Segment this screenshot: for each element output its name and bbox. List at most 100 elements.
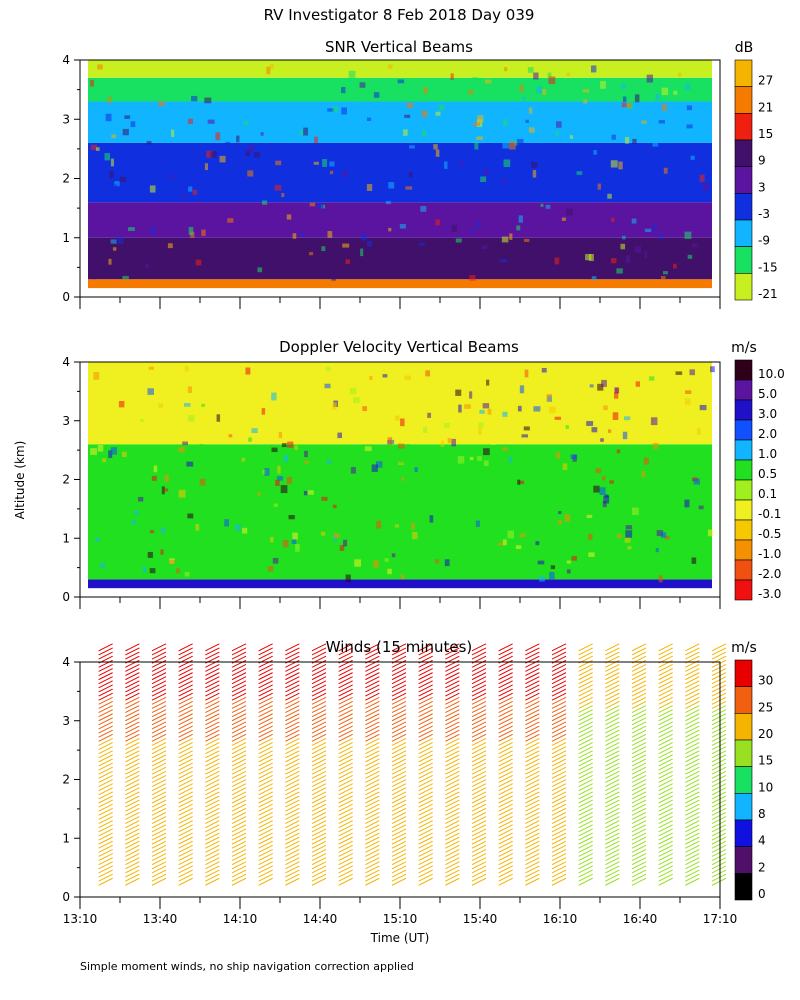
doppler-speckle — [422, 426, 428, 434]
doppler-speckle — [186, 461, 194, 467]
snr-speckle — [502, 141, 509, 149]
wind-barb — [711, 836, 727, 845]
wind-barb — [445, 877, 460, 886]
doppler-speckle — [228, 434, 233, 438]
wind-barb — [151, 828, 167, 837]
snr-speckle — [509, 233, 513, 240]
wind-barb — [498, 647, 513, 656]
wind-barb — [285, 836, 300, 845]
wind-barb — [525, 828, 540, 837]
wind-barb — [525, 803, 540, 812]
wind-barb — [365, 820, 380, 829]
wind-barb — [205, 737, 220, 746]
wind-barb — [391, 746, 407, 755]
wind-barb — [98, 787, 113, 796]
wind-barb — [578, 799, 593, 808]
wind-barb — [631, 668, 647, 676]
wind-barb — [98, 820, 113, 829]
snr-speckle — [167, 243, 173, 249]
wind-barb — [178, 849, 193, 857]
wind-barb — [125, 803, 140, 812]
wind-barb — [391, 791, 407, 800]
doppler-speckle — [434, 559, 440, 564]
wind-barb — [365, 680, 380, 689]
wind-barb — [525, 688, 540, 697]
wind-barb — [551, 795, 567, 804]
snr-speckle — [484, 79, 492, 84]
wind-barb — [258, 803, 273, 812]
snr-speckle — [522, 96, 526, 101]
wind-barb — [445, 725, 460, 734]
wind-barb — [311, 787, 327, 796]
snr-speckle — [477, 115, 484, 123]
wind-barb — [551, 754, 567, 763]
wind-barb — [178, 812, 193, 820]
wind-barb — [258, 877, 273, 886]
wind-barb — [685, 709, 700, 718]
wind-barb — [605, 729, 620, 738]
wind-barb — [178, 729, 193, 738]
wind-barb — [151, 795, 167, 804]
wind-barb — [178, 861, 193, 870]
wind-barb — [685, 877, 700, 886]
snr-speckle — [260, 132, 264, 136]
doppler-speckle — [685, 390, 692, 394]
wind-barb — [125, 672, 140, 681]
wind-barb — [578, 676, 593, 685]
wind-barb — [231, 803, 247, 812]
snr-ytick-label-2: 2 — [62, 172, 70, 186]
snr-speckle — [104, 153, 110, 161]
wind-barb — [311, 737, 327, 746]
doppler-speckle — [153, 465, 158, 473]
wind-barb — [498, 709, 513, 718]
wind-barb — [151, 705, 167, 713]
wind-barb — [605, 791, 620, 800]
wind-barb — [151, 836, 167, 845]
doppler-speckle — [658, 575, 663, 583]
wind-barb — [365, 803, 380, 812]
wind-barb — [631, 729, 647, 738]
winds-ytick-label-0: 0 — [62, 890, 70, 904]
wind-barb — [311, 836, 327, 845]
wind-barb — [311, 783, 327, 792]
wind-barb — [311, 774, 327, 783]
wind-barb — [338, 828, 353, 837]
snr-speckle — [655, 93, 660, 101]
doppler-speckle — [458, 404, 462, 413]
wind-barb — [231, 849, 247, 857]
snr-speckle — [533, 72, 539, 80]
snr-speckle — [428, 190, 434, 196]
wind-barb — [471, 807, 487, 816]
wind-barb — [498, 659, 513, 668]
snr-speckle — [634, 246, 642, 253]
wind-barb — [525, 676, 540, 685]
wind-barb — [391, 816, 407, 825]
wind-barb — [445, 729, 460, 738]
wind-barb — [685, 857, 700, 866]
snr-speckle — [204, 97, 212, 104]
wind-barb — [498, 725, 513, 734]
wind-barb — [125, 795, 140, 804]
snr-speckle — [247, 145, 255, 152]
wind-barb — [151, 754, 167, 763]
wind-barb — [631, 844, 647, 853]
doppler-colorbar-swatch-5p0 — [734, 379, 753, 401]
doppler-speckle — [178, 489, 186, 498]
wind-barb — [365, 849, 380, 857]
wind-barb — [98, 680, 113, 689]
wind-barb — [525, 725, 540, 734]
wind-barb — [711, 651, 727, 660]
wind-barb — [391, 865, 407, 874]
wind-barb — [525, 853, 540, 862]
wind-barb — [631, 774, 647, 783]
wind-barb — [205, 725, 220, 734]
wind-barb — [658, 688, 673, 697]
wind-barb — [658, 849, 673, 857]
wind-barb — [525, 824, 540, 833]
wind-barb — [151, 717, 167, 726]
wind-barb — [258, 668, 273, 676]
wind-barb — [471, 733, 487, 742]
doppler-speckle — [221, 560, 226, 567]
wind-barb — [338, 832, 353, 841]
